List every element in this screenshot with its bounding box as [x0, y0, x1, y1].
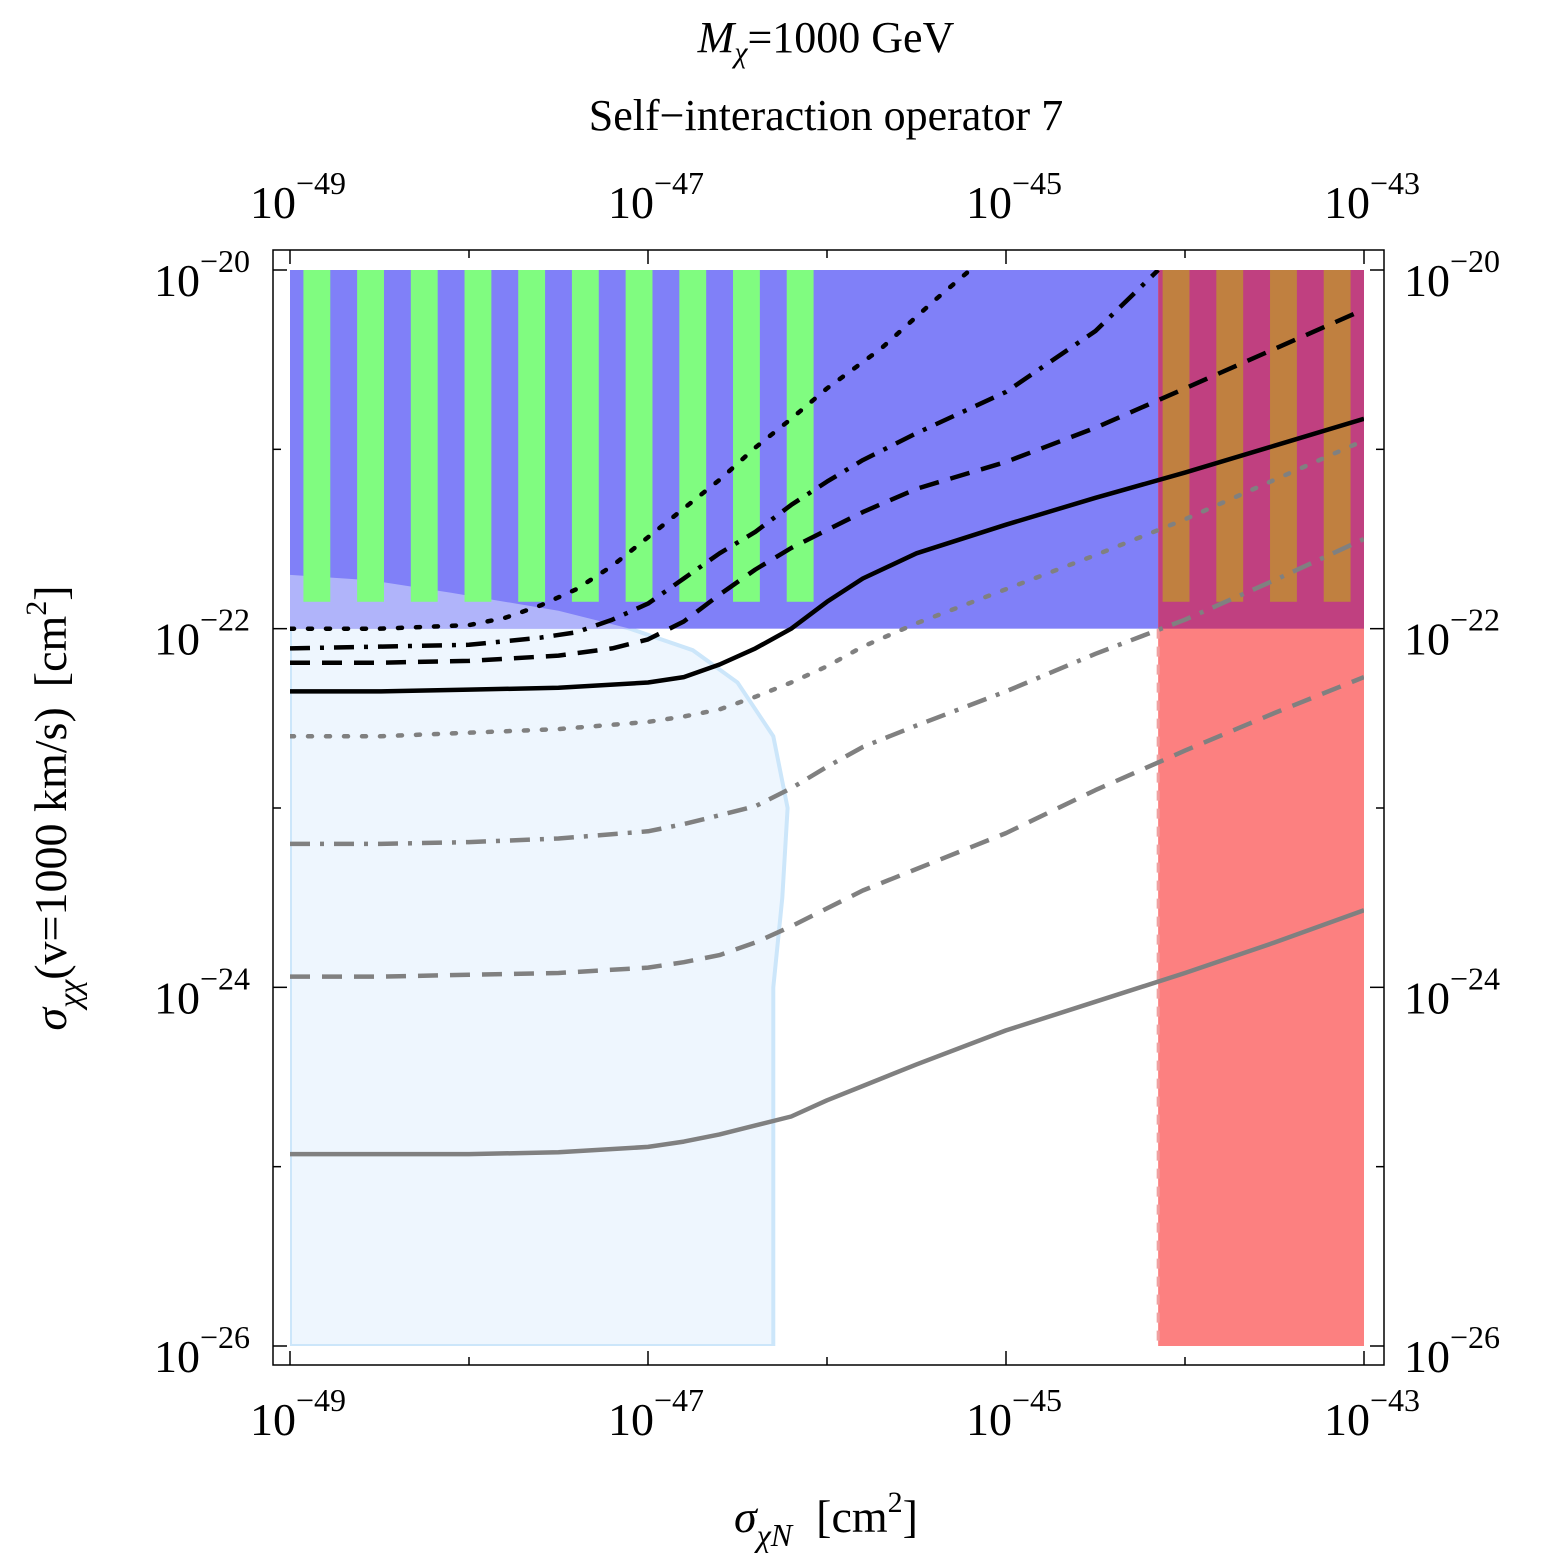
ticks-layer: 10−49 10−49 10−47 10−47 10−45 10−45 10−43 10−43…	[154, 165, 1500, 1445]
orange-stripe	[1270, 270, 1297, 602]
green-stripe	[786, 270, 814, 602]
y-axis-title: σχχ(v=1000 km/s)[cm2]	[20, 585, 87, 1030]
green-stripe	[625, 270, 653, 602]
y-tick-label-left: 10−24	[154, 960, 250, 1023]
x-tick-label-bottom: 10−49	[250, 1382, 346, 1445]
series-layer	[290, 270, 1364, 1157]
green-stripe	[679, 270, 707, 602]
y-tick-label-right: 10−20	[1404, 243, 1500, 306]
green-stripe	[464, 270, 492, 602]
x-axis-title: σχN [cm2]	[734, 1486, 918, 1553]
x-tick-label-top: 10−45	[966, 165, 1062, 228]
y-tick-label-left: 10−26	[154, 1319, 250, 1382]
series-black-dotted	[290, 270, 973, 631]
orange-stripe	[1162, 270, 1190, 602]
series-black-solid	[290, 416, 1364, 694]
green-stripe	[733, 270, 760, 602]
series-gray-dashed	[290, 675, 1364, 979]
series-black-dash-dot	[290, 270, 1160, 651]
series-gray-solid	[290, 908, 1364, 1157]
orange-stripe	[1216, 270, 1244, 602]
y-tick-label-right: 10−26	[1404, 1319, 1500, 1382]
y-tick-label-left: 10−22	[154, 602, 250, 665]
x-tick-label-bottom: 10−47	[608, 1382, 704, 1445]
chart-title-operator: Self−interaction operator 7	[589, 91, 1063, 140]
green-stripe	[303, 270, 331, 602]
green-stripe	[571, 270, 599, 602]
y-tick-label-right: 10−22	[1404, 602, 1500, 665]
regions-layer	[290, 270, 1364, 1346]
y-tick-label-right: 10−24	[1404, 960, 1500, 1023]
x-tick-label-bottom: 10−43	[1324, 1382, 1420, 1445]
series-gray-dotted	[290, 438, 1364, 739]
series-gray-dash-dot	[290, 536, 1364, 847]
series-black-dashed	[290, 307, 1364, 665]
green-stripe	[518, 270, 546, 602]
x-tick-label-top: 10−43	[1324, 165, 1420, 228]
x-tick-label-top: 10−49	[250, 165, 346, 228]
chart-title-mass: Mχ=1000 GeV	[697, 13, 955, 69]
y-tick-label-left: 10−20	[154, 243, 250, 306]
x-tick-label-top: 10−47	[608, 165, 704, 228]
x-tick-label-bottom: 10−45	[966, 1382, 1062, 1445]
green-stripe	[410, 270, 438, 602]
green-stripe	[357, 270, 384, 602]
